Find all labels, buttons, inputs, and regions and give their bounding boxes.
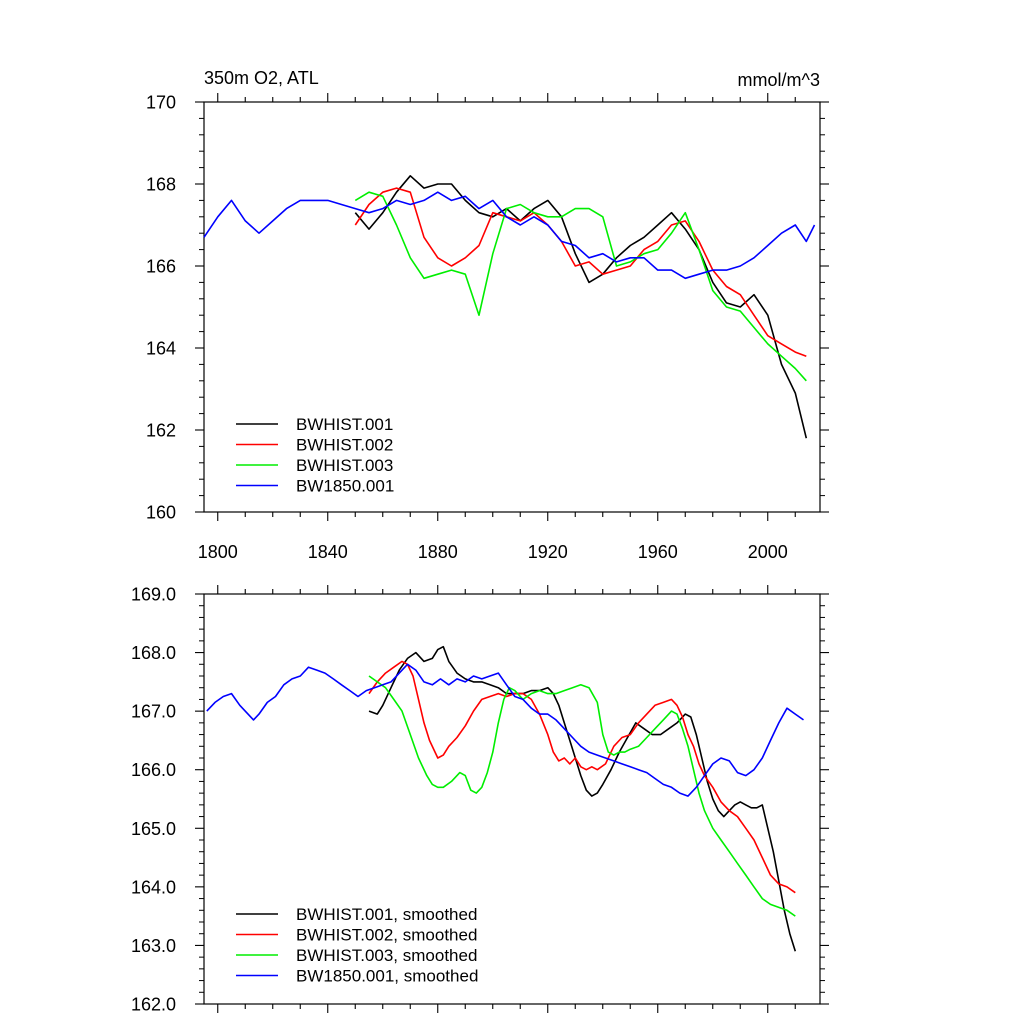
panel-1-frame bbox=[203, 593, 821, 1005]
x-tick-label-1840: 1840 bbox=[308, 542, 348, 562]
top-panel: 350m O2, ATL mmol/m^3 1800 1840 1880 1920 19… bbox=[146, 68, 829, 562]
y-tick-label-169: 169.0 bbox=[131, 585, 176, 605]
legend-label-2: BWHIST.003 bbox=[296, 456, 393, 475]
x-tick-label-1960: 1960 bbox=[638, 542, 678, 562]
series-line-3 bbox=[206, 663, 804, 797]
series-line-0 bbox=[354, 175, 808, 439]
y-tick-label-160: 160 bbox=[146, 503, 176, 523]
y-tick-label-162: 162 bbox=[146, 421, 176, 441]
x-tick-label-2000: 2000 bbox=[748, 542, 788, 562]
y-tick-label-166: 166 bbox=[146, 257, 176, 277]
y-tick-label-168: 168 bbox=[146, 175, 176, 195]
bottom-panel-legend: BWHIST.001, smoothed BWHIST.002, smoothed… bbox=[236, 905, 478, 986]
y-tick-label-164: 164.0 bbox=[131, 877, 176, 897]
series-line-2 bbox=[368, 675, 796, 917]
y-tick-label-170: 170 bbox=[146, 93, 176, 113]
y-tick-label-163: 163.0 bbox=[131, 936, 176, 956]
legend-label-1: BWHIST.002 bbox=[296, 436, 393, 455]
series-line-1 bbox=[354, 187, 807, 357]
top-panel-units: mmol/m^3 bbox=[738, 70, 820, 90]
y-tick-label-168: 168.0 bbox=[131, 643, 176, 663]
x-tick-label-1880: 1880 bbox=[418, 542, 458, 562]
series-line-1 bbox=[368, 660, 796, 894]
legend-label-3: BW1850.001 bbox=[296, 477, 394, 496]
legend-label-3: BW1850.001, smoothed bbox=[296, 967, 478, 986]
legend-label-1: BWHIST.002, smoothed bbox=[296, 926, 477, 945]
legend-label-0: BWHIST.001, smoothed bbox=[296, 905, 477, 924]
y-tick-label-166: 166.0 bbox=[131, 760, 176, 780]
x-tick-label-1920: 1920 bbox=[528, 542, 568, 562]
legend-label-0: BWHIST.001 bbox=[296, 415, 393, 434]
series-line-2 bbox=[354, 191, 807, 382]
bottom-panel: 162.0 163.0 164.0 165.0 166.0 167.0 168.0 169.0… bbox=[131, 585, 829, 1015]
y-tick-label-164: 164 bbox=[146, 339, 176, 359]
top-panel-title: 350m O2, ATL bbox=[204, 68, 319, 88]
series-line-3 bbox=[203, 191, 816, 280]
x-tick-label-1800: 1800 bbox=[198, 542, 238, 562]
series-line-0 bbox=[368, 645, 797, 952]
legend-label-2: BWHIST.003, smoothed bbox=[296, 946, 477, 965]
y-tick-label-167: 167.0 bbox=[131, 702, 176, 722]
y-tick-label-162: 162.0 bbox=[131, 995, 176, 1015]
y-tick-label-165: 165.0 bbox=[131, 819, 176, 839]
panel-0-frame bbox=[203, 101, 821, 513]
